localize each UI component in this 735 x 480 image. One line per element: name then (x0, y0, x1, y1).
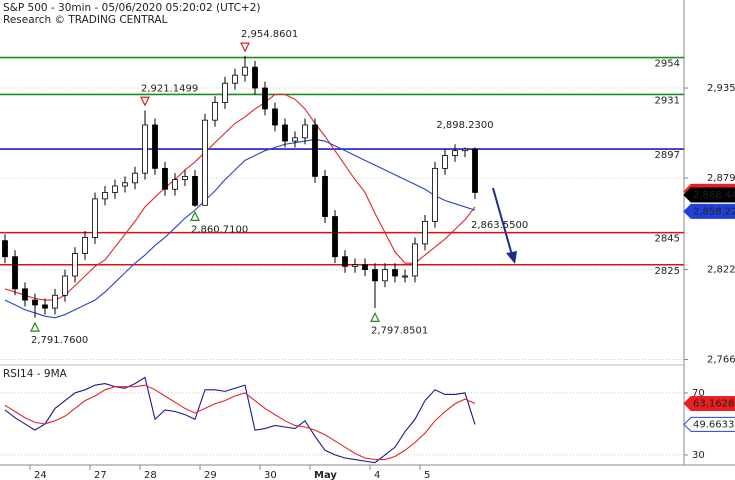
candle-body (432, 167, 438, 222)
candle-body (412, 243, 418, 277)
price-tag-label: 2,858.22 (693, 206, 735, 217)
candle-body (322, 175, 328, 217)
candle-body (222, 82, 228, 103)
candle-body (2, 240, 8, 258)
candle-body (282, 124, 288, 142)
y-tick-label: 70 (692, 388, 705, 399)
price-tag (683, 203, 735, 219)
y-tick-label: 2,766 (707, 355, 735, 366)
candle-body (242, 66, 248, 76)
candle-body (12, 256, 18, 290)
annotation-label: 2,921.1499 (141, 83, 198, 94)
candle-body (152, 124, 158, 169)
candle-body (472, 148, 478, 193)
candle-body (392, 269, 398, 277)
annotation-label: 2,797.8501 (371, 325, 428, 336)
x-tick-label: 30 (264, 470, 277, 480)
candle-body (42, 304, 48, 309)
forecast-arrow-head (506, 251, 517, 264)
candle-body (132, 172, 138, 184)
y-tick-label: 2,822 (707, 265, 735, 276)
candle-body (62, 275, 68, 296)
low-marker (370, 312, 380, 322)
low-marker (30, 321, 40, 332)
candle-body (82, 237, 88, 254)
candle-body (292, 137, 298, 142)
candle-body (72, 253, 78, 277)
candle-body (302, 124, 308, 139)
candle-body (202, 119, 208, 206)
candle-body (422, 220, 428, 245)
indicator-line (4, 376, 476, 464)
x-tick-label: 27 (94, 470, 107, 480)
candle-body (362, 264, 368, 270)
y-tick-label: 30 (692, 450, 705, 461)
candle-body (192, 175, 198, 206)
x-tick-label: 29 (204, 470, 217, 480)
price-tag-label: 63.1628 (693, 399, 734, 410)
annotation-label: 2,860.7100 (191, 224, 248, 235)
level-label: 2931 (655, 95, 680, 106)
candle-body (182, 175, 188, 181)
indicator-line (4, 384, 476, 461)
price-tag (683, 187, 735, 203)
price-tag-label: 2,868.44 (693, 190, 735, 201)
high-marker (140, 96, 150, 107)
level-label: 2825 (655, 266, 680, 277)
candle-body (262, 87, 268, 110)
candle-body (52, 294, 58, 309)
indicator-title: RSI14 - 9MA (3, 368, 68, 380)
x-tick-label: 28 (144, 470, 157, 480)
y-tick-label: 2,879 (707, 173, 735, 184)
annotation-label: 2,863.5500 (471, 220, 528, 231)
candle-body (232, 74, 238, 84)
candle-body (312, 124, 318, 177)
forecast-arrow (492, 187, 513, 256)
candle-body (122, 182, 128, 187)
candle-body (452, 150, 458, 156)
high-marker (240, 42, 250, 53)
candle-body (352, 264, 358, 267)
annotation-label: 2,954.8601 (241, 29, 298, 40)
price-tag (683, 396, 735, 412)
candle-body (142, 124, 148, 174)
candle-body (332, 216, 338, 258)
candle-body (102, 192, 108, 200)
candle-body (112, 185, 118, 193)
moving-average (4, 138, 476, 319)
candle-body (172, 179, 178, 190)
level-label: 2897 (655, 150, 680, 161)
x-tick-label: May (314, 470, 337, 480)
price-tag (683, 416, 735, 432)
candle-body (342, 256, 348, 267)
level-label: 2845 (655, 234, 680, 245)
low-marker (190, 211, 200, 221)
annotation-label: 2,898.2300 (436, 120, 493, 131)
price-tag-label: 49.6633 (693, 419, 734, 430)
x-tick-label: 24 (34, 470, 47, 480)
candle-body (382, 269, 388, 282)
x-tick-label: 5 (424, 470, 430, 480)
x-tick-label: 4 (374, 470, 380, 480)
candle-body (402, 275, 408, 278)
candle-body (22, 288, 28, 301)
candle-body (32, 299, 38, 306)
candle-body (272, 108, 278, 126)
candle-body (252, 66, 258, 89)
level-label: 2954 (655, 59, 680, 70)
chart-subtitle: Research © TRADING CENTRAL (3, 14, 168, 26)
candle-body (162, 167, 168, 190)
chart-title: S&P 500 - 30min - 05/06/2020 05:20:02 (U… (3, 2, 261, 14)
candle-body (372, 269, 378, 282)
candle-body (212, 102, 218, 121)
moving-average (4, 93, 476, 301)
candle-body (442, 155, 448, 169)
candle-body (92, 198, 98, 238)
annotation-label: 2,791.7600 (31, 335, 88, 346)
y-tick-label: 2,935 (707, 83, 735, 94)
candle-body (462, 148, 468, 152)
